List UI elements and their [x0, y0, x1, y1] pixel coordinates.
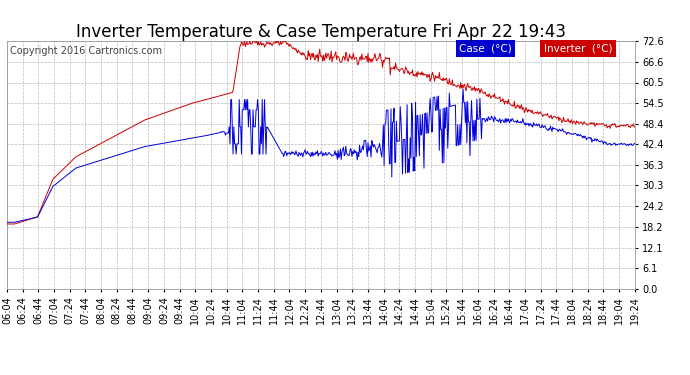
Text: Case  (°C): Case (°C) — [459, 44, 512, 54]
Text: Inverter  (°C): Inverter (°C) — [544, 44, 612, 54]
Text: Copyright 2016 Cartronics.com: Copyright 2016 Cartronics.com — [10, 46, 162, 56]
Title: Inverter Temperature & Case Temperature Fri Apr 22 19:43: Inverter Temperature & Case Temperature … — [76, 23, 566, 41]
